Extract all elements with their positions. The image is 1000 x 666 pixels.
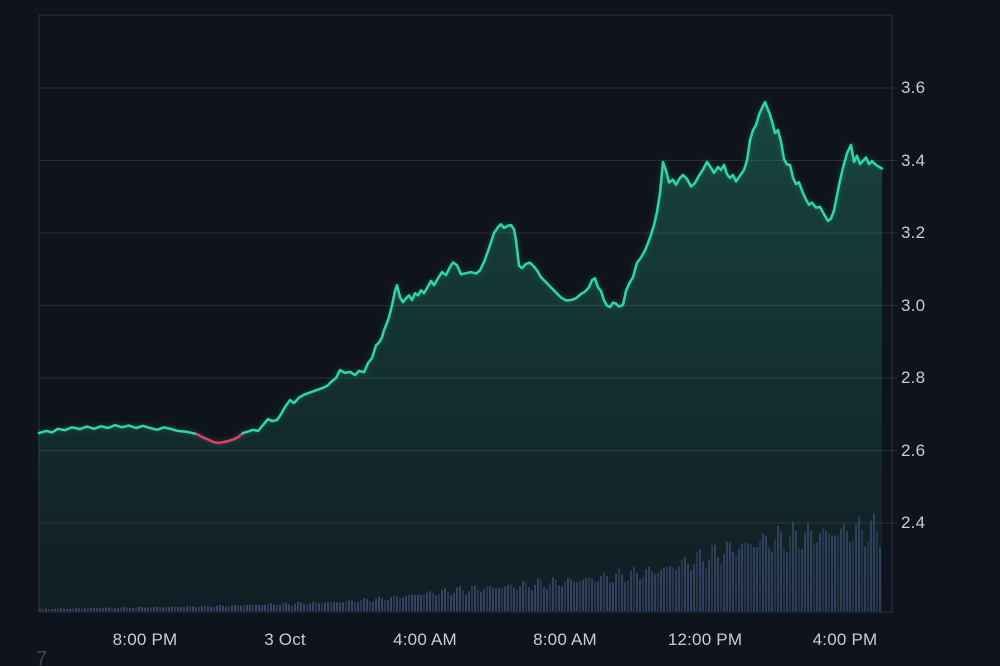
price-line-down-segment <box>195 431 245 445</box>
clipped-corner-text: 7 <box>36 648 48 666</box>
y-axis-label: 2.6 <box>901 440 926 460</box>
price-area-fill <box>39 102 882 612</box>
y-axis-label: 3.0 <box>901 295 926 315</box>
price-line <box>37 423 199 436</box>
y-axis-label: 3.4 <box>901 150 926 170</box>
x-axis-label: 8:00 AM <box>533 630 597 649</box>
x-axis-label: 4:00 AM <box>393 630 457 649</box>
x-axis-label: 4:00 PM <box>812 630 878 649</box>
y-axis-label: 2.4 <box>901 513 926 532</box>
y-axis-label: 3.6 <box>901 78 926 97</box>
x-axis-label: 8:00 PM <box>112 630 178 649</box>
x-axis-label: 3 Oct <box>264 630 306 649</box>
y-axis-label: 3.2 <box>901 223 926 242</box>
price-line <box>241 100 884 435</box>
y-axis-label: 2.8 <box>901 368 926 387</box>
x-axis-label: 12:00 PM <box>667 630 743 649</box>
